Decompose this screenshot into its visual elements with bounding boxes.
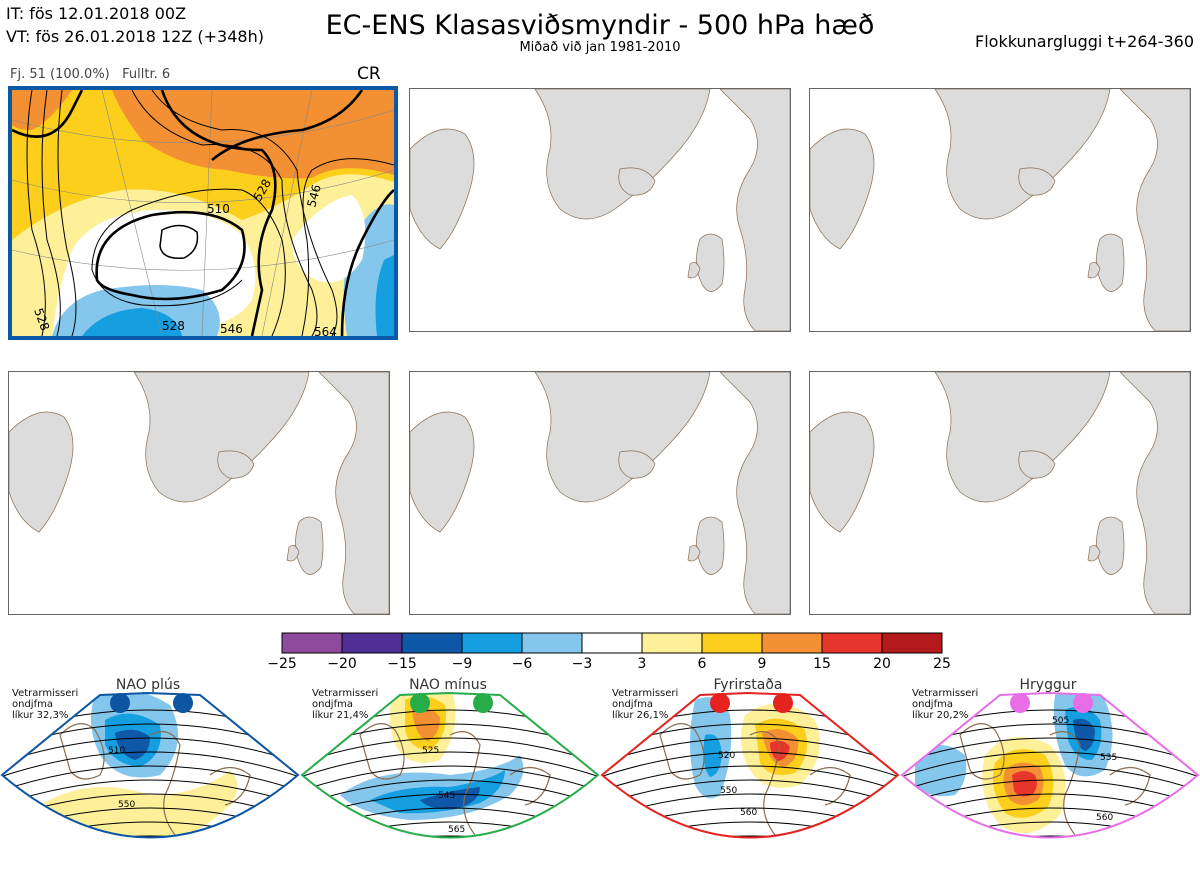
colorbar-swatch: [341, 632, 403, 654]
map-panel-2[interactable]: [409, 88, 791, 332]
colorbar-swatch: [461, 632, 523, 654]
regime-map: 510 550: [0, 691, 300, 839]
regime-info: Vetrarmisseri ondjfma líkur 21,4%: [312, 688, 378, 721]
blank-map: [410, 89, 790, 331]
contour-label: 510: [207, 202, 230, 216]
colorbar-swatch: [521, 632, 583, 654]
regime-title: NAO plús: [115, 677, 181, 693]
colorbar-tick-label: 20: [873, 656, 891, 672]
regime-info-line: ondjfma: [912, 699, 953, 710]
regime-info: Vetrarmisseri ondjfma líkur 26,1%: [612, 688, 678, 721]
regime-contour-label: 520: [718, 751, 735, 761]
regime-panel[interactable]: 505 535 560: [900, 675, 1200, 871]
colorbar-tick-label: 15: [813, 656, 831, 672]
map-panel-4[interactable]: [8, 371, 390, 615]
panel-code: CR: [357, 64, 381, 84]
map-panel-5[interactable]: [409, 371, 791, 615]
colorbar-swatch: [281, 632, 343, 654]
regime-info-line: Vetrarmisseri: [612, 688, 679, 699]
regime-info-line: Vetrarmisseri: [12, 688, 79, 699]
regime-marker-dot: [773, 693, 793, 713]
colorbar-tick-label: −3: [571, 656, 593, 672]
blank-map: [810, 372, 1190, 614]
regime-marker-dot: [473, 693, 493, 713]
main-map-panel[interactable]: 510 528 546 528 546 564 528: [8, 86, 398, 340]
regime-marker-dot: [110, 693, 130, 713]
regime-map: 525 545 565: [300, 691, 600, 839]
colorbar-swatch: [641, 632, 703, 654]
regime-info-line: Vetrarmisseri: [312, 688, 379, 699]
classification-window: Flokkunargluggi t+264-360: [975, 32, 1194, 51]
blank-map: [410, 372, 790, 614]
regime-info-line: Vetrarmisseri: [912, 688, 979, 699]
colorbar-tick-label: 6: [697, 656, 707, 672]
page-subtitle: Miðað við jan 1981-2010: [519, 40, 681, 55]
colorbar-swatch: [401, 632, 463, 654]
regime-info: Vetrarmisseri ondjfma líkur 20,2%: [912, 688, 978, 721]
blank-map: [9, 372, 389, 614]
regime-contour-label: 565: [448, 825, 465, 835]
contour-label: 546: [304, 183, 323, 209]
regime-info-line: líkur 32,3%: [12, 710, 69, 721]
regime-marker-dot: [410, 693, 430, 713]
regime-marker-dot: [710, 693, 730, 713]
regime-contour-label: 525: [422, 746, 439, 756]
regime-marker-dot: [1073, 693, 1093, 713]
regime-marker-dot: [1010, 693, 1030, 713]
regime-contour-label: 505: [1052, 716, 1069, 726]
colorbar: [280, 632, 944, 658]
contour-label: 528: [162, 319, 185, 333]
regime-info-line: líkur 20,2%: [912, 710, 969, 721]
regime-info-line: líkur 26,1%: [612, 710, 669, 721]
regime-map: 505 535 560: [900, 691, 1200, 839]
regime-panel[interactable]: 510 550: [0, 675, 300, 871]
regime-contour-label: 535: [1100, 753, 1117, 763]
panel-info: Fj. 51 (100.0%) Fulltr. 6: [10, 67, 171, 82]
colorbar-tick-label: −15: [387, 656, 417, 672]
colorbar-swatch: [701, 632, 763, 654]
colorbar-tick-label: 25: [933, 656, 951, 672]
regime-marker-dot: [173, 693, 193, 713]
colorbar-swatch: [761, 632, 823, 654]
regime-info-line: ondjfma: [312, 699, 353, 710]
regime-info-line: líkur 21,4%: [312, 710, 369, 721]
contour-label: 564: [314, 325, 337, 336]
main-map: 510 528 546 528 546 564 528: [12, 90, 394, 336]
regime-contour-label: 545: [438, 791, 455, 801]
init-time: IT: fös 12.01.2018 00Z: [6, 4, 187, 23]
regime-contour-label: 510: [108, 746, 125, 756]
colorbar-tick-label: −6: [511, 656, 533, 672]
regime-title: Hryggur: [1019, 677, 1077, 693]
colorbar-swatches: [281, 632, 943, 654]
regime-contour-label: 560: [1096, 813, 1113, 823]
valid-time: VT: fös 26.01.2018 12Z (+348h): [6, 27, 264, 46]
regime-contour-label: 560: [740, 808, 757, 818]
regime-panel[interactable]: 520 550 560: [600, 675, 900, 871]
regime-contour-label: 550: [118, 800, 135, 810]
regime-info-line: ondjfma: [12, 699, 53, 710]
colorbar-swatch: [581, 632, 643, 654]
contour-label: 546: [220, 322, 243, 336]
regime-title: Fyrirstaða: [713, 677, 783, 693]
map-panel-6[interactable]: [809, 371, 1191, 615]
regime-contour-label: 550: [720, 786, 737, 796]
blank-map: [810, 89, 1190, 331]
colorbar-tick-label: 9: [757, 656, 767, 672]
page-title: EC-ENS Klasasviðsmyndir - 500 hPa hæð: [325, 10, 875, 41]
regime-title: NAO mínus: [409, 677, 487, 693]
colorbar-tick-label: −20: [327, 656, 357, 672]
regime-panel[interactable]: 525 545 565: [300, 675, 600, 871]
colorbar-swatch: [821, 632, 883, 654]
colorbar-tick-label: 3: [637, 656, 647, 672]
map-panel-3[interactable]: [809, 88, 1191, 332]
regime-info: Vetrarmisseri ondjfma líkur 32,3%: [12, 688, 78, 721]
regime-map: 520 550 560: [600, 691, 900, 839]
colorbar-swatch: [881, 632, 943, 654]
colorbar-tick-label: −9: [451, 656, 473, 672]
colorbar-tick-label: −25: [267, 656, 297, 672]
regime-info-line: ondjfma: [612, 699, 653, 710]
